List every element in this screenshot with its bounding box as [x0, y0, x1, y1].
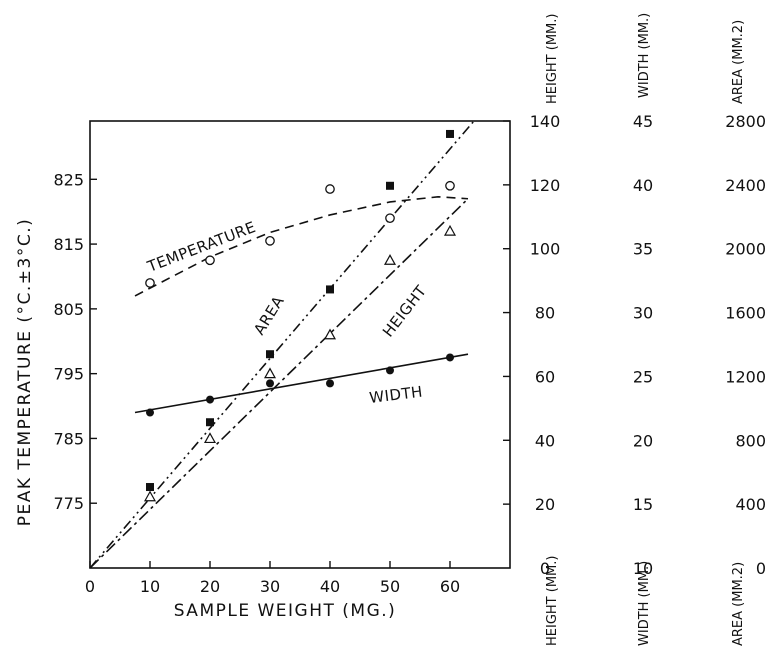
point-width-3 [326, 379, 334, 388]
point-area-1 [206, 418, 214, 427]
series-line-temperature [134, 195, 469, 297]
right-scale-0-header-top: HEIGHT (MM.) [545, 14, 560, 104]
point-height-3 [323, 328, 337, 340]
point-width-1 [206, 395, 214, 404]
right-scale-0-tick-2: 100 [530, 240, 561, 259]
point-area-0 [146, 483, 154, 492]
point-width-5 [446, 353, 454, 362]
point-area-2 [266, 350, 274, 359]
right-scale-1-tick-6: 15 [633, 495, 653, 514]
right-scale-0-tick-0: 140 [530, 112, 561, 131]
right-scale-0-tick-7: 0 [540, 559, 550, 578]
point-area-5 [446, 129, 454, 138]
point-width-0 [146, 408, 154, 417]
right-scale-1-tick-3: 30 [633, 304, 653, 323]
right-scale-1-header-bottom: WIDTH (MM.) [637, 561, 652, 646]
x-tick-label-0: 0 [85, 577, 95, 596]
right-scale-2-tick-5: 800 [735, 431, 766, 450]
point-temperature-0 [145, 278, 155, 288]
point-height-0 [143, 490, 157, 502]
y-tick-label-5: 825 [53, 170, 84, 189]
right-scale-2-header-bottom: AREA (MM.2) [731, 562, 746, 646]
right-scale-0-header-bottom: HEIGHT (MM.) [545, 556, 560, 646]
series-label-width: WIDTH [368, 383, 424, 407]
right-scale-2-tick-4: 1200 [725, 367, 766, 386]
x-tick-label-2: 20 [200, 577, 220, 596]
point-temperature-2 [265, 235, 275, 246]
right-scale-0-tick-6: 20 [535, 495, 555, 514]
y-tick-label-1: 785 [53, 429, 84, 448]
right-scale-2-tick-1: 2400 [725, 176, 766, 195]
point-width-4 [386, 366, 394, 375]
x-tick-label-6: 60 [440, 577, 460, 596]
right-scale-1-tick-5: 20 [633, 431, 653, 450]
right-scale-2-tick-0: 2800 [725, 112, 766, 131]
y-tick-label-2: 795 [53, 365, 84, 384]
x-tick-label-3: 30 [260, 577, 280, 596]
right-scale-1-header-top: WIDTH (MM.) [637, 13, 652, 98]
point-temperature-1 [205, 255, 215, 266]
series-label-temperature: TEMPERATURE [144, 218, 258, 276]
right-scale-2-tick-6: 400 [735, 495, 766, 514]
point-temperature-5 [445, 180, 455, 191]
series-line-area [89, 120, 475, 569]
point-height-1 [203, 432, 217, 444]
x-tick-label-1: 10 [140, 577, 160, 596]
point-height-5 [443, 224, 457, 236]
point-width-2 [266, 379, 274, 388]
right-scale-1-tick-0: 45 [633, 112, 653, 131]
right-scale-1-tick-4: 25 [633, 367, 653, 386]
y-tick-label-4: 815 [53, 235, 84, 254]
right-scale-2-tick-7: 0 [756, 559, 766, 578]
x-tick-label-4: 40 [320, 577, 340, 596]
point-area-3 [326, 285, 334, 294]
right-scale-0-tick-3: 80 [535, 304, 555, 323]
right-scale-2-tick-3: 1600 [725, 304, 766, 323]
right-scale-0-tick-5: 40 [535, 431, 555, 450]
series-line-width [134, 353, 469, 414]
point-height-4 [383, 254, 397, 265]
right-scale-2-tick-2: 2000 [725, 240, 766, 259]
right-scale-1-tick-2: 35 [633, 240, 653, 259]
y-tick-label-3: 805 [53, 300, 84, 319]
y-tick-label-0: 775 [53, 494, 84, 513]
x-axis-title: SAMPLE WEIGHT (MG.) [174, 601, 397, 621]
point-area-4 [386, 181, 394, 190]
right-scale-2-header-top: AREA (MM.2) [731, 20, 746, 104]
right-scale-1-tick-1: 40 [633, 176, 653, 195]
right-scale-0-tick-1: 120 [530, 176, 561, 195]
point-temperature-3 [325, 184, 335, 194]
y-axis-title: PEAK TEMPERATURE (°C.±3°C.) [15, 218, 35, 527]
right-scale-1-tick-7: 10 [633, 559, 653, 578]
series-line-height [89, 198, 469, 569]
point-height-2 [263, 367, 277, 379]
right-scale-0-tick-4: 60 [535, 367, 555, 386]
series-label-area: AREA [250, 292, 288, 338]
point-temperature-4 [385, 213, 395, 224]
x-tick-label-5: 50 [380, 577, 400, 596]
plot-frame [89, 120, 511, 569]
series-label-height: HEIGHT [379, 282, 430, 341]
